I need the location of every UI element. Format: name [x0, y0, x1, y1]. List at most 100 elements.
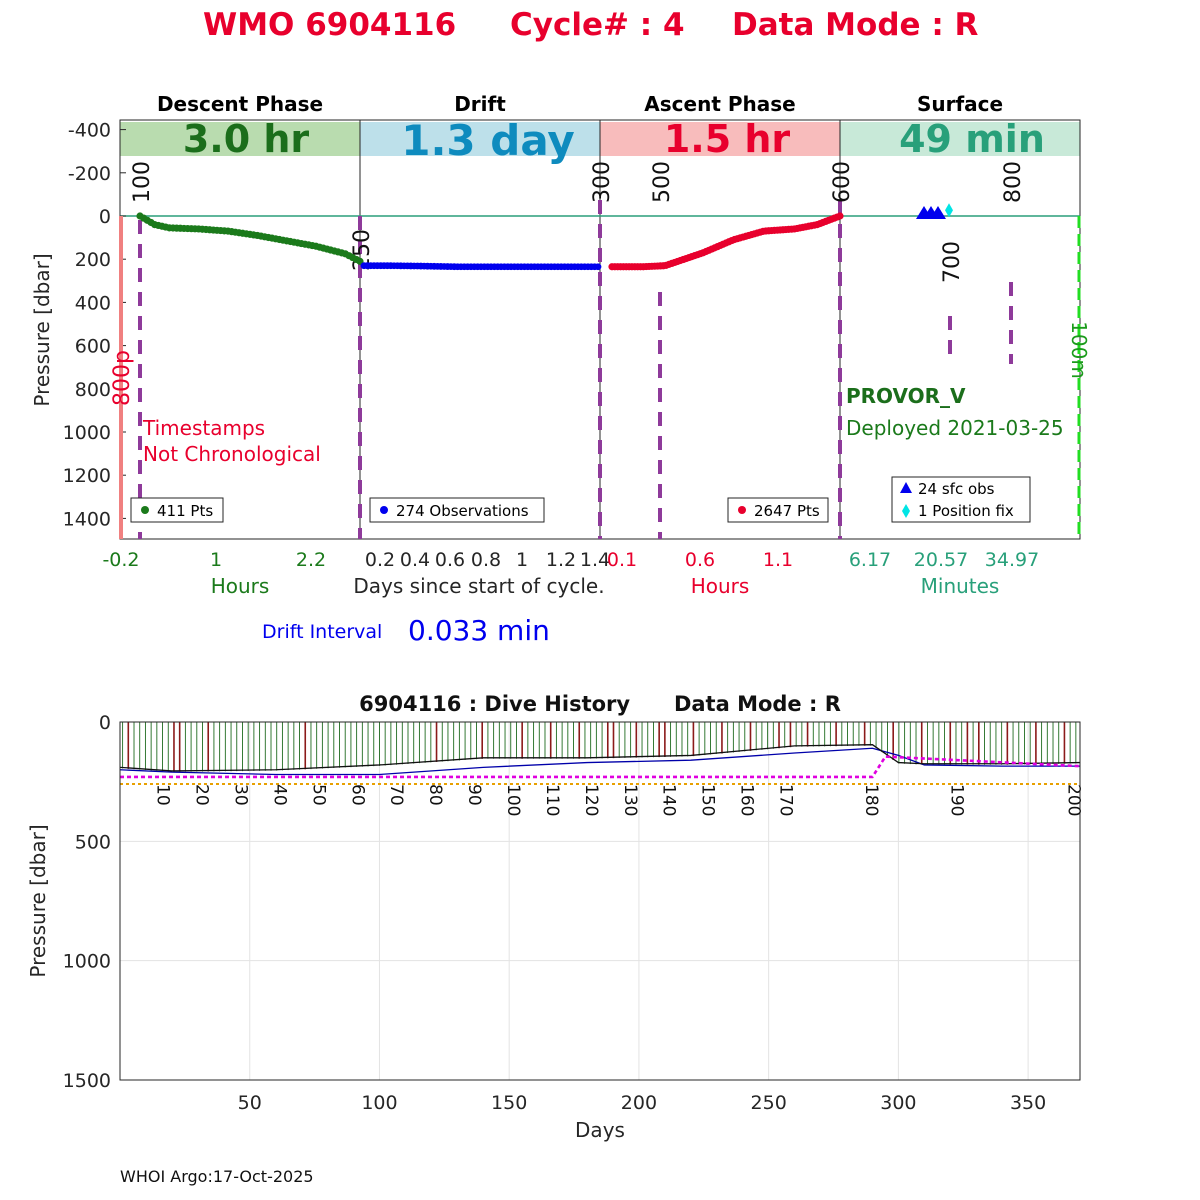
- legend-descent-text: 411 Pts: [157, 502, 213, 520]
- title-cycle: Cycle# : 4: [510, 7, 685, 43]
- x-label-drift: Days since start of cycle.: [353, 574, 604, 598]
- top-data-marks: [136, 203, 953, 271]
- ascent-point: [836, 212, 844, 220]
- sample-markers: [138, 200, 1013, 539]
- legend-drift-text: 274 Observations: [396, 502, 529, 520]
- x-tick-drift-7: 1.4: [580, 549, 610, 571]
- top-y-tick-label: -400: [68, 120, 111, 142]
- band-surface: [840, 122, 1080, 156]
- band-ascent: [600, 122, 840, 156]
- marker-label-700: 700: [940, 241, 965, 283]
- bottom-x-tick-label: 300: [880, 1092, 916, 1114]
- deployment-date: Deployed 2021-03-25: [846, 416, 1064, 440]
- x-tick-drift-1: 0.2: [365, 549, 395, 571]
- phase-title-descent: Descent Phase: [157, 92, 323, 116]
- legend-descent-marker: [141, 506, 149, 514]
- x-label-ascent: Hours: [691, 574, 750, 598]
- title-mode: Data Mode : R: [732, 7, 979, 43]
- drift-interval-value: 0.033 min: [408, 614, 550, 647]
- x-tick-surface-2: 20.57: [914, 549, 968, 571]
- bottom-y-tick-label: 0: [99, 712, 111, 734]
- top-y-tick-label: 1000: [63, 422, 111, 444]
- cycle-label: 50: [308, 784, 328, 806]
- cycle-label: 160: [737, 784, 757, 816]
- cycle-label: 170: [775, 784, 795, 816]
- duration-drift: 1.3 day: [401, 116, 575, 165]
- cycle-label: 30: [231, 784, 251, 806]
- cycle-label: 60: [347, 784, 367, 806]
- title-wmo: WMO 6904116: [203, 7, 456, 43]
- cycle-label: 40: [269, 784, 289, 806]
- x-tick-ascent-2: 0.6: [685, 549, 715, 571]
- marker-label-800: 800: [1001, 161, 1026, 203]
- bottom-y-tick-label: 500: [75, 831, 111, 853]
- bottom-y-axis-label: Pressure [dbar]: [26, 824, 50, 977]
- x-axis-surface: 6.17 20.57 34.97 Minutes: [849, 549, 1039, 598]
- cycle-label: 120: [581, 784, 601, 816]
- marker-labels: 100 250 300 500 600 700 800: [130, 161, 1026, 283]
- legend-descent: 411 Pts: [130, 497, 224, 523]
- top-y-tick-label: -200: [68, 163, 111, 185]
- legend-surface-text: 24 sfc obs: [918, 480, 995, 498]
- legend-fix-text: 1 Position fix: [918, 502, 1014, 520]
- legend-ascent: 2647 Pts: [727, 497, 829, 523]
- bottom-chart-title: 6904116 : Dive History Data Mode : R: [359, 692, 841, 716]
- drift-interval-label: Drift Interval: [262, 621, 382, 643]
- marker-label-100: 100: [130, 161, 155, 203]
- legend-surface: 24 sfc obs 1 Position fix: [891, 476, 1031, 523]
- float-type-label: PROVOR_V: [846, 384, 966, 408]
- x-axis-drift: 0.2 0.4 0.6 0.8 1 1.2 1.4 Days since sta…: [353, 549, 610, 598]
- legend-fix-marker: [902, 504, 910, 518]
- bottom-y-tick-label: 1000: [63, 951, 111, 973]
- legend-surface-marker: [900, 482, 912, 493]
- top-y-tick-label: 800: [75, 379, 111, 401]
- cycle-label: 150: [698, 784, 718, 816]
- top-y-tick-label: 1400: [63, 508, 111, 530]
- cycle-label: 180: [861, 784, 881, 816]
- cycle-label: 110: [542, 784, 562, 816]
- bottom-x-tick-label: 200: [621, 1092, 657, 1114]
- right-side-label: 100m: [1067, 321, 1091, 379]
- duration-surface: 49 min: [899, 117, 1045, 161]
- warning-line-1: Timestamps: [142, 416, 265, 440]
- x-tick-drift-4: 0.8: [471, 549, 501, 571]
- phase-title-surface: Surface: [917, 92, 1003, 116]
- bottom-x-tick-label: 150: [491, 1092, 527, 1114]
- marker-label-500: 500: [650, 161, 675, 203]
- duration-ascent: 1.5 hr: [664, 117, 791, 161]
- top-y-ticks: -400 -200 0 200 400 600 800 1000 1200 1400: [63, 120, 126, 530]
- drift-point: [594, 263, 602, 271]
- x-tick-descent-3: 2.2: [296, 549, 326, 571]
- footer-credit: WHOI Argo:17-Oct-2025: [120, 1167, 314, 1186]
- figure-title: WMO 6904116 Cycle# : 4 Data Mode : R: [203, 7, 979, 43]
- dive-series-profile-max: [119, 744, 1081, 772]
- phase-title-drift: Drift: [454, 92, 506, 116]
- bottom-x-tick-label: 50: [238, 1092, 262, 1114]
- x-tick-drift-6: 1.2: [546, 549, 576, 571]
- phase-title-ascent: Ascent Phase: [644, 92, 795, 116]
- x-tick-ascent-3: 1.1: [763, 549, 793, 571]
- x-tick-ascent-1: 0.1: [607, 549, 637, 571]
- position-fix-point: [945, 203, 953, 218]
- marker-label-300: 300: [590, 161, 615, 203]
- x-label-surface: Minutes: [921, 574, 1000, 598]
- x-tick-surface-1: 6.17: [849, 549, 891, 571]
- band-drift: [360, 122, 600, 156]
- top-y-axis-label: Pressure [dbar]: [30, 253, 54, 406]
- x-tick-descent-2: 1: [210, 549, 222, 571]
- bottom-x-tick-label: 350: [1010, 1092, 1046, 1114]
- legend-ascent-text: 2647 Pts: [754, 502, 820, 520]
- x-axis-descent: -0.2 1 2.2 Hours: [102, 549, 326, 598]
- cycle-label: 140: [659, 784, 679, 816]
- bottom-x-tick-label: 100: [361, 1092, 397, 1114]
- bottom-x-axis-label: Days: [575, 1118, 625, 1142]
- cycle-label: 100: [503, 784, 523, 816]
- x-tick-drift-2: 0.4: [400, 549, 430, 571]
- cycle-label: 190: [947, 784, 967, 816]
- cycle-label: 80: [425, 784, 445, 806]
- x-tick-surface-3: 34.97: [985, 549, 1039, 571]
- top-chart: Descent Phase Drift Ascent Phase Surface…: [30, 92, 1091, 647]
- top-y-tick-label: 200: [75, 249, 111, 271]
- bottom-y-tick-label: 1500: [63, 1070, 111, 1092]
